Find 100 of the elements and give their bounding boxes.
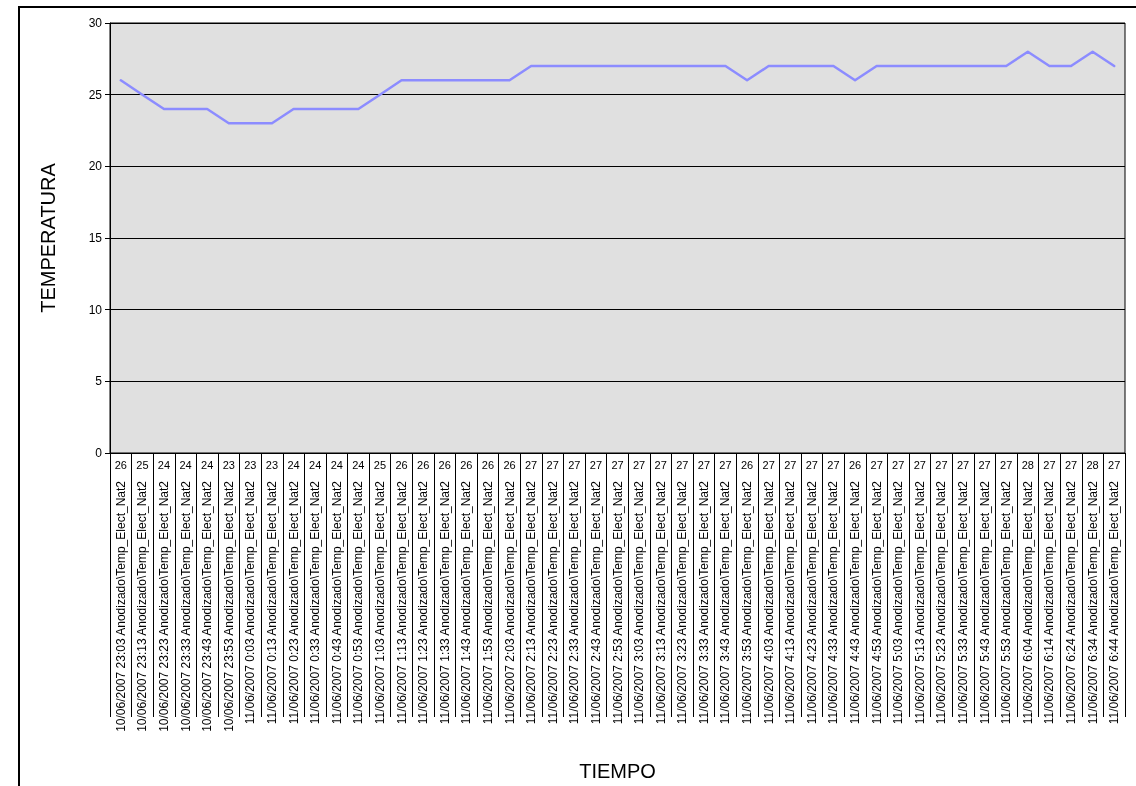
x-tick-label: 11/06/2007 1:13 Anodizado\Temp_Elect_Nat2: [394, 480, 409, 725]
x-tick-label: 11/06/2007 5:23 Anodizado\Temp_Elect_Nat2: [934, 480, 949, 725]
data-label: 26: [417, 458, 430, 471]
data-label: 27: [1000, 458, 1013, 471]
y-tick-label: 25: [88, 87, 103, 102]
x-tick-label: 11/06/2007 2:33 Anodizado\Temp_Elect_Nat2: [567, 480, 582, 725]
x-tick-label: 11/06/2007 3:33 Anodizado\Temp_Elect_Nat2: [696, 480, 711, 725]
x-tick-label: 11/06/2007 3:13 Anodizado\Temp_Elect_Nat2: [653, 480, 668, 725]
x-tick-label: 11/06/2007 0:03 Anodizado\Temp_Elect_Nat2: [243, 480, 258, 725]
data-label: 27: [827, 458, 840, 471]
x-tick-label: 11/06/2007 1:03 Anodizado\Temp_Elect_Nat2: [372, 480, 387, 725]
data-label: 27: [1043, 458, 1056, 471]
data-label: 27: [654, 458, 667, 471]
data-label: 28: [1021, 458, 1034, 471]
x-tick-label: 11/06/2007 0:23 Anodizado\Temp_Elect_Nat2: [286, 480, 301, 725]
x-tick-label: 11/06/2007 6:44 Anodizado\Temp_Elect_Nat2: [1107, 480, 1122, 725]
data-label: 27: [913, 458, 926, 471]
x-tick-label: 11/06/2007 6:24 Anodizado\Temp_Elect_Nat2: [1064, 480, 1079, 725]
x-tick-label: 11/06/2007 0:53 Anodizado\Temp_Elect_Nat2: [351, 480, 366, 725]
data-label: 24: [201, 458, 214, 471]
data-label: 27: [676, 458, 689, 471]
data-label: 26: [740, 458, 754, 471]
x-tick-label: 11/06/2007 3:03 Anodizado\Temp_Elect_Nat2: [632, 480, 647, 725]
data-label: 24: [287, 458, 300, 471]
x-axis-title: TIEMPO: [579, 760, 656, 782]
data-label: 24: [309, 458, 322, 471]
x-tick-label: 11/06/2007 1:43 Anodizado\Temp_Elect_Nat2: [459, 480, 474, 725]
x-tick-label: 11/06/2007 2:53 Anodizado\Temp_Elect_Nat2: [610, 480, 625, 725]
data-label: 27: [762, 458, 775, 471]
data-label: 24: [179, 458, 192, 471]
data-label: 27: [719, 458, 732, 471]
x-tick-label: 10/06/2007 23:43 Anodizado\Temp_Elect_Nat2: [200, 480, 215, 732]
x-tick-label: 11/06/2007 4:33 Anodizado\Temp_Elect_Nat2: [826, 480, 841, 725]
data-label: 27: [978, 458, 991, 471]
x-tick-label: 11/06/2007 3:43 Anodizado\Temp_Elect_Nat2: [718, 480, 733, 725]
x-tick-label: 11/06/2007 1:23 Anodizado\Temp_Elect_Nat2: [416, 480, 431, 725]
x-tick-label: 11/06/2007 2:13 Anodizado\Temp_Elect_Nat2: [524, 480, 539, 725]
data-label: 25: [373, 458, 387, 471]
y-tick-label: 20: [88, 159, 103, 174]
data-label: 26: [114, 458, 127, 471]
x-tick-label: 11/06/2007 2:23 Anodizado\Temp_Elect_Nat2: [545, 480, 560, 725]
data-label: 25: [136, 458, 149, 471]
x-tick-label: 11/06/2007 6:14 Anodizado\Temp_Elect_Nat2: [1042, 480, 1057, 725]
data-label: 26: [848, 458, 862, 471]
data-label: 27: [784, 458, 797, 471]
data-label: 27: [632, 458, 646, 471]
data-label: 24: [330, 458, 343, 471]
x-tick-label: 10/06/2007 23:33 Anodizado\Temp_Elect_Nat2: [178, 480, 193, 732]
x-tick-label: 10/06/2007 23:23 Anodizado\Temp_Elect_Nat2: [156, 480, 171, 732]
line-series: [119, 50, 1116, 125]
data-label: 27: [892, 458, 905, 471]
x-tick-label: 10/06/2007 23:03 Anodizado\Temp_Elect_Nat2: [113, 480, 128, 732]
x-tick-label: 10/06/2007 23:13 Anodizado\Temp_Elect_Nat2: [135, 480, 150, 732]
data-label: 24: [352, 458, 365, 471]
x-tick-label: 11/06/2007 0:33 Anodizado\Temp_Elect_Nat2: [308, 480, 323, 725]
data-label: 27: [1064, 458, 1078, 471]
data-label: 23: [222, 458, 235, 471]
data-label: 24: [157, 458, 171, 471]
data-label: 27: [805, 458, 818, 471]
data-label: 27: [1108, 458, 1121, 471]
x-tick-label: 11/06/2007 4:43 Anodizado\Temp_Elect_Nat2: [848, 480, 863, 725]
x-tick-label: 11/06/2007 5:53 Anodizado\Temp_Elect_Nat2: [999, 480, 1014, 725]
data-label: 26: [438, 458, 451, 471]
data-label: 27: [935, 458, 948, 471]
data-label: 27: [956, 458, 970, 471]
data-label: 26: [503, 458, 516, 471]
x-tick-label: 11/06/2007 4:53 Anodizado\Temp_Elect_Nat2: [869, 480, 884, 725]
data-label: 26: [395, 458, 408, 471]
data-label: 27: [611, 458, 624, 471]
x-tick-label: 11/06/2007 1:33 Anodizado\Temp_Elect_Nat2: [437, 480, 452, 725]
x-tick-label: 11/06/2007 4:03 Anodizado\Temp_Elect_Nat2: [761, 480, 776, 725]
x-tick-label: 11/06/2007 6:34 Anodizado\Temp_Elect_Nat2: [1085, 480, 1100, 725]
y-tick-label: 15: [88, 231, 103, 245]
y-tick-label: 5: [95, 374, 103, 389]
x-tick-label: 11/06/2007 5:13 Anodizado\Temp_Elect_Nat2: [912, 480, 927, 725]
x-tick-label: 11/06/2007 2:03 Anodizado\Temp_Elect_Nat2: [502, 480, 517, 725]
data-label: 28: [1086, 458, 1099, 471]
x-tick-label: 11/06/2007 0:43 Anodizado\Temp_Elect_Nat2: [329, 480, 344, 725]
x-tick-label: 11/06/2007 5:03 Anodizado\Temp_Elect_Nat2: [891, 480, 906, 725]
x-tick-label: 11/06/2007 5:43 Anodizado\Temp_Elect_Nat2: [977, 480, 992, 725]
y-tick-label: 10: [88, 302, 103, 317]
x-tick-label: 11/06/2007 6:04 Anodizado\Temp_Elect_Nat2: [1020, 480, 1035, 725]
x-tick-label: 11/06/2007 3:53 Anodizado\Temp_Elect_Nat2: [740, 480, 755, 725]
y-axis-title: TEMPERATURA: [37, 162, 59, 313]
data-label: 27: [870, 458, 883, 471]
x-tick-label: 11/06/2007 1:53 Anodizado\Temp_Elect_Nat2: [480, 480, 495, 725]
data-label: 27: [546, 458, 559, 471]
data-label: 26: [460, 458, 473, 471]
data-label: 23: [244, 458, 257, 471]
data-label: 27: [589, 458, 603, 471]
x-tick-label: 11/06/2007 0:13 Anodizado\Temp_Elect_Nat2: [264, 480, 279, 725]
y-tick-label: 30: [88, 16, 103, 30]
data-label: 23: [265, 458, 279, 471]
data-label: 26: [481, 458, 495, 471]
data-label: 27: [568, 458, 581, 471]
x-tick-label: 11/06/2007 2:43 Anodizado\Temp_Elect_Nat2: [588, 480, 603, 725]
x-tick-label: 11/06/2007 5:33 Anodizado\Temp_Elect_Nat2: [956, 480, 971, 725]
data-label: 27: [524, 458, 538, 471]
x-tick-label: 11/06/2007 3:23 Anodizado\Temp_Elect_Nat2: [675, 480, 690, 725]
x-tick-label: 11/06/2007 4:23 Anodizado\Temp_Elect_Nat2: [804, 480, 819, 725]
